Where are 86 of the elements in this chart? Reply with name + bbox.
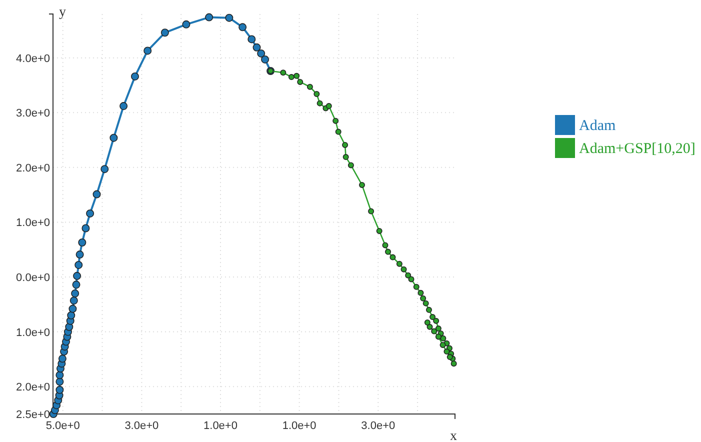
point [450,360,457,367]
point [68,304,77,313]
point [56,386,64,394]
point [261,55,270,64]
point [382,242,388,248]
point [160,28,169,37]
point [396,260,402,267]
point [56,371,64,380]
x-tick-label: 1.0e+0 [204,420,238,432]
point [433,318,440,324]
point [56,378,64,386]
point [342,142,348,148]
y-tick-label: 1.0e+0 [16,326,50,339]
y-tick-label: 2.0e+0 [16,162,50,174]
point [431,328,438,334]
x-tick-label: 3.0e+0 [361,420,396,432]
point [342,154,349,160]
point [205,13,214,22]
x-tick-label: 1.0e+0 [282,420,316,432]
point [110,134,118,142]
legend-label: Adam+GSP[10,20] [579,141,696,157]
point [316,100,323,106]
point [280,70,286,76]
y-tick-label: 1.0e+0 [16,217,50,230]
point [420,295,426,302]
point [92,190,101,198]
legend-label: Adam [579,118,616,134]
point [430,314,436,320]
y-tick-label: 2.5e+0 [16,409,50,421]
point [225,14,234,22]
y-tick-label: 4.0e+0 [16,52,50,65]
point [444,348,450,355]
point [435,326,442,332]
x-tick-label: 5.0e+0 [46,420,80,432]
point [400,266,407,272]
point [72,280,80,289]
point [306,84,313,90]
point [73,272,82,280]
point [130,72,139,80]
point [335,128,342,135]
x-axis-title: x [450,429,457,442]
point [120,102,128,110]
point [58,354,66,363]
point [426,306,432,313]
point [182,20,190,28]
point [408,276,414,282]
point [390,254,396,260]
point [86,209,94,218]
point [70,296,78,305]
point [418,290,424,296]
point [288,74,294,80]
y-tick-label: 2.0e+0 [16,382,50,394]
point [144,46,152,55]
point [314,91,320,97]
point [297,78,304,85]
y-tick-label: 0.0e+0 [16,272,50,284]
point [294,72,300,79]
point [332,118,339,124]
point [446,354,453,360]
point [413,284,420,290]
point [348,162,354,168]
point [422,300,429,306]
y-axis-title: y [59,5,66,20]
x-tick-label: 3.0e+0 [124,420,159,432]
point [424,319,430,326]
point [82,224,90,232]
point [100,165,109,174]
point [257,49,266,58]
point [376,228,382,234]
point [440,342,446,348]
point [435,334,442,340]
point [405,272,412,278]
point [385,248,391,255]
point [78,238,86,246]
point [71,289,80,298]
point [76,250,84,259]
point [358,182,365,188]
y-tick-label: 3.0e+0 [16,108,50,120]
point [67,311,76,320]
point [368,208,374,214]
point [326,103,332,110]
point [440,335,446,342]
point [74,260,83,269]
point [252,43,261,52]
point [238,23,247,32]
point [248,35,256,44]
